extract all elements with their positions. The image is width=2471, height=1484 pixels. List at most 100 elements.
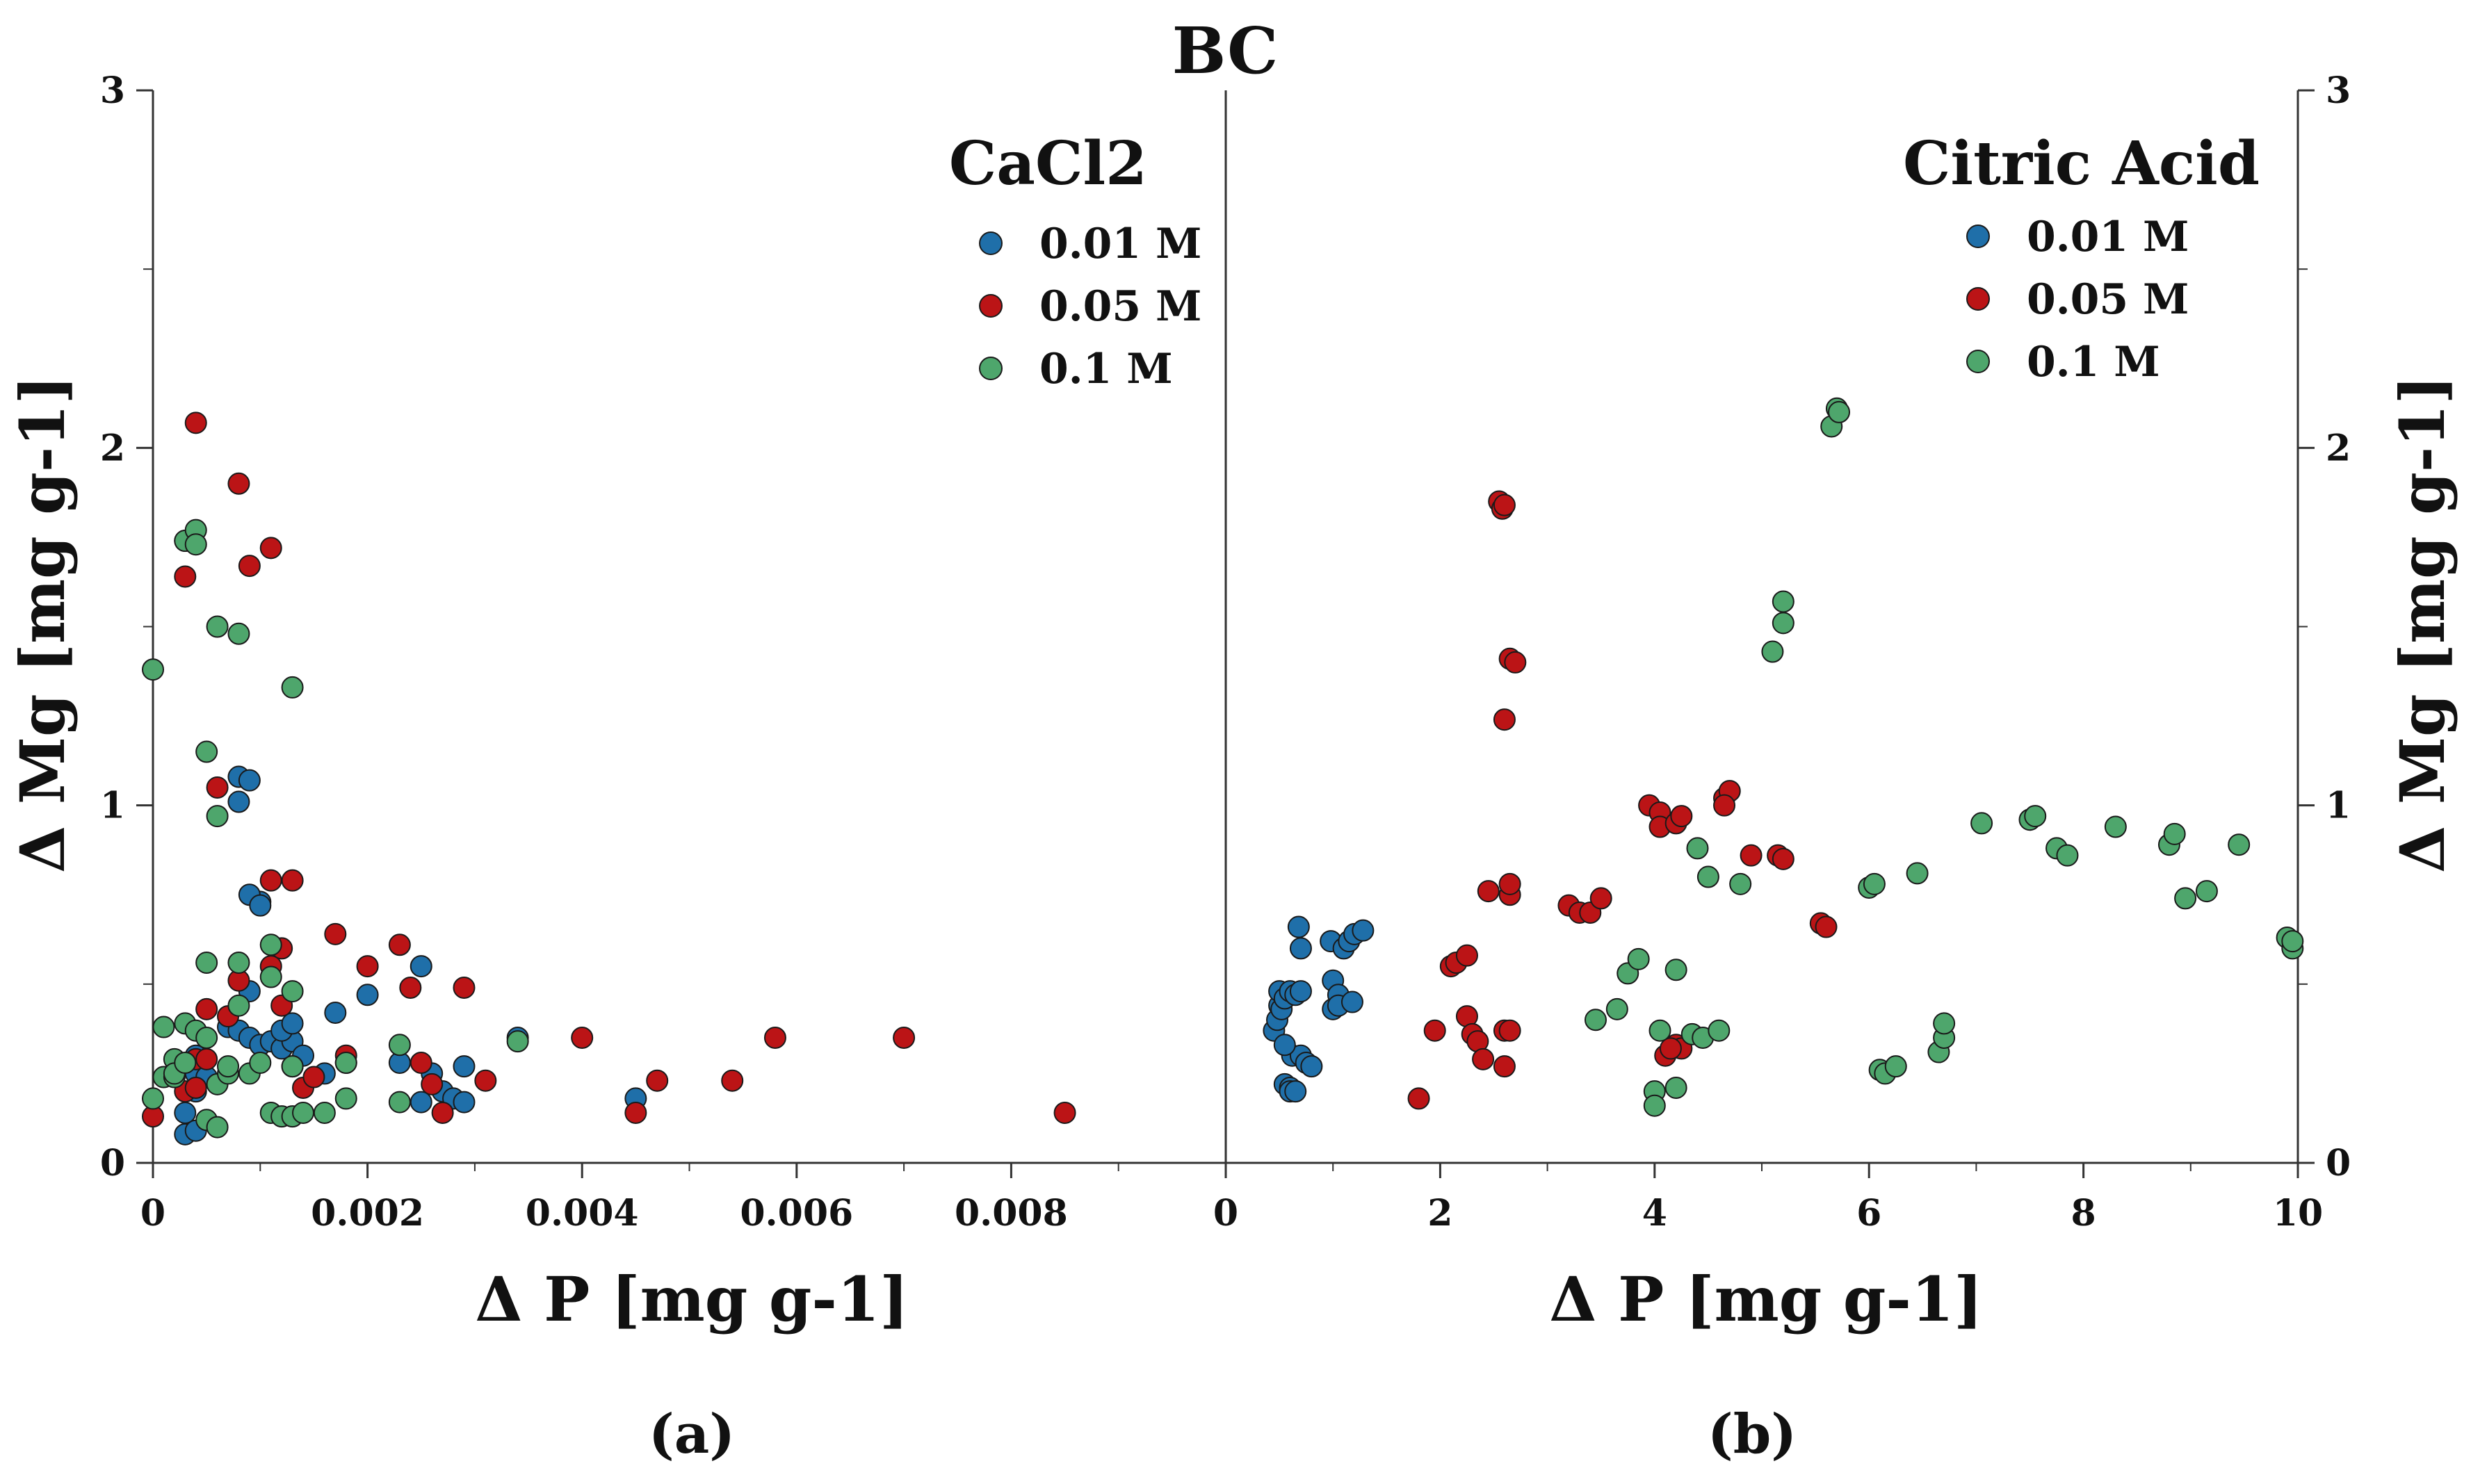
point-a-1-13	[238, 555, 261, 578]
point-b-2-0	[1584, 1009, 1607, 1032]
point-b-0-19	[1289, 937, 1312, 960]
point-b-2-13	[1708, 1019, 1731, 1042]
legend-label-a-0: 0.01 M	[1039, 220, 1201, 268]
x-tick-label-a-3: 0.006	[740, 1192, 853, 1234]
point-a-2-41	[388, 1091, 411, 1114]
figure-title: BC	[1172, 13, 1279, 88]
legend-title-b: Citric Acid	[1903, 129, 2260, 199]
point-a-2-8	[174, 1051, 197, 1074]
point-b-0-17	[1273, 1034, 1296, 1057]
point-b-1-11	[1498, 1019, 1521, 1042]
legend-label-a-1: 0.05 M	[1039, 282, 1201, 331]
point-b-1-1	[1423, 1019, 1446, 1042]
point-a-2-39	[334, 1087, 357, 1110]
point-b-2-7	[1664, 1076, 1687, 1099]
point-b-2-32	[2024, 805, 2047, 828]
point-b-1-9	[1477, 880, 1500, 903]
legend-label-a-2: 0.1 M	[1039, 345, 1173, 393]
point-b-2-17	[1772, 590, 1794, 613]
legend-label-b-1: 0.05 M	[2027, 275, 2189, 324]
point-b-1-36	[1713, 794, 1736, 817]
x-tick-label-b-4: 8	[2071, 1192, 2096, 1234]
point-b-0-16	[1300, 1055, 1323, 1078]
point-b-2-43	[2281, 930, 2304, 953]
point-a-2-28	[259, 965, 282, 988]
y-axis-label-right-text: Δ Mg [mg g-1]	[2386, 375, 2458, 873]
point-a-2-33	[281, 1055, 304, 1078]
point-a-0-34	[453, 1055, 476, 1078]
point-b-2-5	[1643, 1094, 1666, 1117]
point-a-0-26	[356, 984, 379, 1006]
point-a-2-27	[249, 1051, 272, 1074]
y-tick-label-b-2: 2	[2326, 427, 2351, 469]
series-a-1	[142, 411, 1076, 1128]
x-tick-label-b-3: 6	[1856, 1192, 1881, 1234]
y-tick-label-a-3: 3	[100, 70, 125, 112]
point-a-1-26	[388, 933, 411, 956]
x-axis-label-b: Δ P [mg g-1]	[1549, 1263, 1983, 1335]
point-b-2-29	[1933, 1012, 1956, 1035]
legend-marker-a-1	[979, 294, 1003, 318]
point-a-2-34	[281, 980, 304, 1003]
point-b-2-35	[2104, 815, 2127, 838]
x-tick-label-b-0: 0	[1213, 1192, 1238, 1234]
point-a-0-33	[453, 1091, 476, 1114]
point-b-0-29	[1340, 990, 1363, 1013]
point-a-2-35	[281, 676, 304, 699]
point-b-2-1	[1605, 997, 1628, 1020]
point-a-1-28	[410, 1051, 432, 1074]
x-tick-label-a-4: 0.008	[955, 1192, 1068, 1234]
point-b-1-41	[1815, 915, 1838, 938]
point-a-0-21	[238, 769, 261, 792]
point-b-1-4	[1455, 944, 1478, 967]
x-axis-label-a: Δ P [mg g-1]	[475, 1263, 909, 1335]
legend-label-b-0: 0.01 M	[2027, 213, 2189, 261]
x-tick-label-b-1: 2	[1427, 1192, 1452, 1234]
point-b-2-37	[2163, 822, 2186, 845]
series-b-0	[1263, 915, 1375, 1103]
point-b-2-10	[1686, 837, 1709, 860]
point-a-2-42	[506, 1030, 529, 1053]
point-a-2-18	[184, 533, 207, 556]
point-b-2-25	[1884, 1055, 1907, 1078]
legend-marker-a-2	[979, 357, 1003, 380]
point-a-2-19	[195, 740, 218, 763]
point-a-2-36	[292, 1101, 315, 1124]
point-a-1-25	[356, 955, 379, 978]
point-b-2-40	[2228, 833, 2251, 856]
y-tick-label-b-3: 3	[2326, 70, 2351, 112]
point-b-1-33	[1659, 1037, 1682, 1060]
x-tick-label-a-2: 0.004	[526, 1192, 639, 1234]
point-a-1-23	[324, 922, 347, 945]
point-a-1-39	[1053, 1101, 1076, 1124]
point-a-1-16	[281, 869, 304, 892]
legend-title-a: CaCl2	[949, 129, 1147, 199]
point-b-1-29	[1670, 805, 1693, 828]
point-b-2-39	[2195, 880, 2218, 903]
point-a-2-23	[195, 951, 218, 974]
legend-label-b-2: 0.1 M	[2027, 338, 2160, 386]
point-a-1-9	[174, 565, 197, 588]
point-a-2-12	[206, 1116, 229, 1139]
point-b-2-14	[1729, 872, 1752, 895]
point-b-0-18	[1287, 915, 1310, 938]
point-b-1-24	[1589, 887, 1612, 910]
point-a-0-2	[174, 1101, 197, 1124]
point-b-1-15	[1493, 708, 1516, 731]
panel-a: 0 0.002 0.004 0.006 0.008 0 1 2 3 0.01 M 0.05 M 0.1…	[100, 70, 1226, 1234]
x-tick-label-b-2: 4	[1642, 1192, 1667, 1234]
series-a-2	[142, 519, 529, 1139]
point-b-2-15	[1761, 640, 1784, 663]
point-b-1-0	[1407, 1087, 1430, 1110]
point-a-0-16	[281, 1012, 304, 1035]
point-a-1-35	[646, 1069, 669, 1092]
point-a-2-20	[206, 805, 229, 828]
point-b-2-16	[1772, 612, 1794, 635]
point-a-2-21	[206, 615, 229, 638]
point-b-1-37	[1740, 844, 1763, 867]
point-a-1-14	[259, 537, 282, 560]
y-tick-label-b-1: 1	[2326, 785, 2351, 827]
point-b-0-26	[1352, 919, 1375, 942]
